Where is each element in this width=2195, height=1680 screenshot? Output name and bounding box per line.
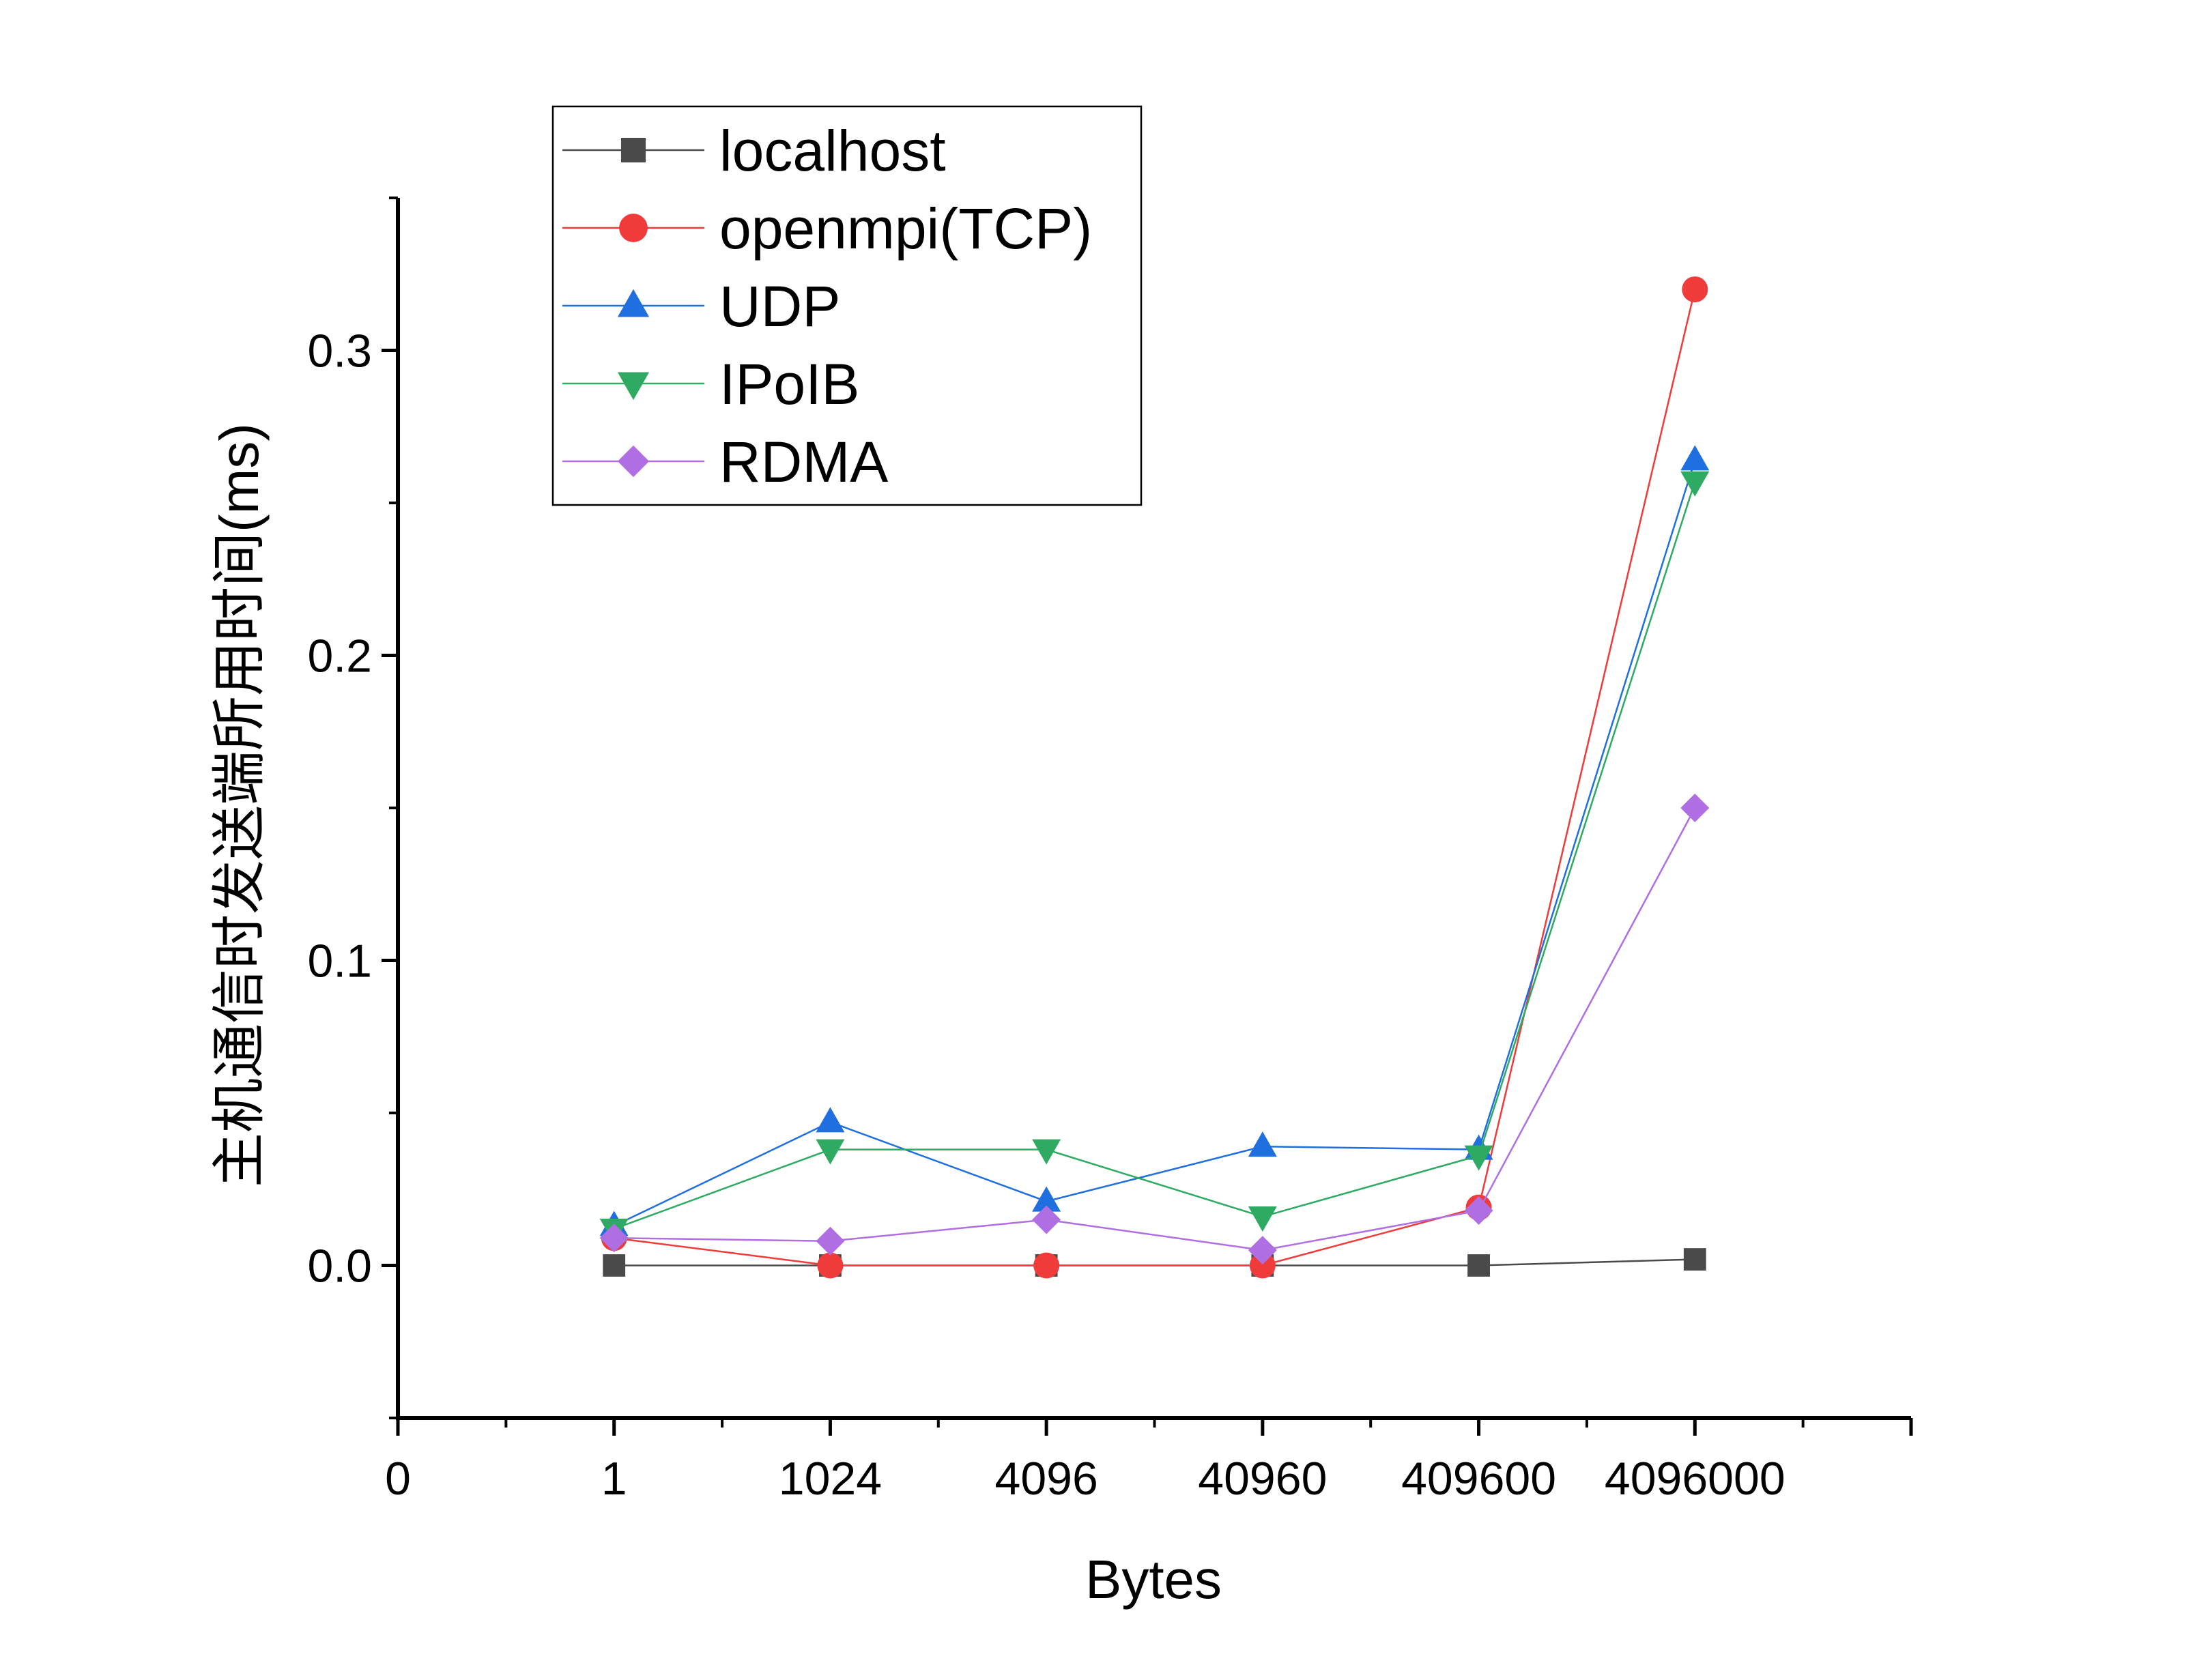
data-point — [1248, 1206, 1277, 1232]
data-point — [1032, 1139, 1061, 1165]
data-point — [817, 1252, 844, 1279]
x-tick-label: 409600 — [1401, 1453, 1556, 1505]
y-tick-label: 0.1 — [307, 936, 372, 987]
series-rdma — [599, 794, 1710, 1265]
y-axis-ticks: 0.0 0.1 0.2 0.3 — [307, 197, 398, 1419]
series-layer — [599, 276, 1710, 1279]
legend-marker — [617, 445, 650, 478]
series-line — [614, 807, 1696, 1251]
legend-item: IPoIB — [562, 352, 859, 416]
data-point — [1467, 1254, 1490, 1277]
data-point — [1464, 1196, 1493, 1226]
legend-label: IPoIB — [719, 352, 859, 416]
series-ipoib — [599, 471, 1710, 1244]
x-tick-label: 4096 — [995, 1453, 1098, 1505]
data-point — [1680, 794, 1710, 822]
x-tick-label: 40960 — [1198, 1453, 1327, 1505]
data-point — [1033, 1252, 1060, 1279]
data-point — [1680, 471, 1710, 497]
data-point — [603, 1254, 626, 1277]
data-point — [1032, 1205, 1061, 1234]
data-point — [816, 1107, 845, 1133]
y-tick-label: 0.2 — [307, 631, 372, 682]
legend-label: UDP — [719, 274, 840, 338]
data-point — [816, 1226, 845, 1256]
legend-label: localhost — [719, 119, 946, 183]
series-line — [614, 481, 1696, 1230]
legend-marker — [619, 214, 648, 242]
data-point — [1464, 1145, 1493, 1171]
x-tick-label: 1024 — [779, 1453, 882, 1505]
x-axis-title: Bytes — [1085, 1549, 1222, 1610]
y-axis-title: 主机通信时发送端所用时间(ms) — [209, 423, 270, 1187]
legend-label: RDMA — [719, 430, 888, 494]
data-point — [599, 1223, 629, 1253]
legend-marker — [620, 137, 646, 163]
data-point — [1032, 1186, 1061, 1212]
y-tick-label: 0.3 — [307, 325, 372, 377]
series-line — [614, 1258, 1695, 1266]
series-line — [614, 289, 1696, 1266]
data-point — [1683, 1248, 1706, 1271]
y-tick-label: 0.0 — [307, 1241, 372, 1292]
legend-item: openmpi(TCP) — [562, 197, 1092, 261]
legend-label: openmpi(TCP) — [719, 197, 1092, 261]
data-point — [1680, 445, 1710, 471]
data-point — [1248, 1236, 1277, 1265]
legend-item: localhost — [562, 119, 946, 183]
series-line — [614, 460, 1696, 1227]
x-tick-label: 4096000 — [1605, 1453, 1785, 1505]
x-tick-label: 1 — [601, 1453, 627, 1505]
legend-marker — [617, 289, 650, 317]
series-udp — [599, 445, 1710, 1236]
data-point — [816, 1139, 845, 1165]
legend-marker — [617, 372, 650, 401]
data-point — [1248, 1131, 1277, 1157]
x-tick-label: 0 — [385, 1453, 411, 1505]
legend-item: RDMA — [562, 430, 888, 494]
legend: localhost openmpi(TCP) UDP IPoIB RDMA — [551, 105, 1143, 506]
data-point — [1682, 276, 1708, 303]
x-axis-ticks: 0 1 1024 4096 40960 409600 4096000 — [385, 1418, 1913, 1505]
data-point — [1249, 1252, 1276, 1279]
legend-item: UDP — [562, 274, 840, 338]
series-localhost — [603, 1248, 1706, 1277]
